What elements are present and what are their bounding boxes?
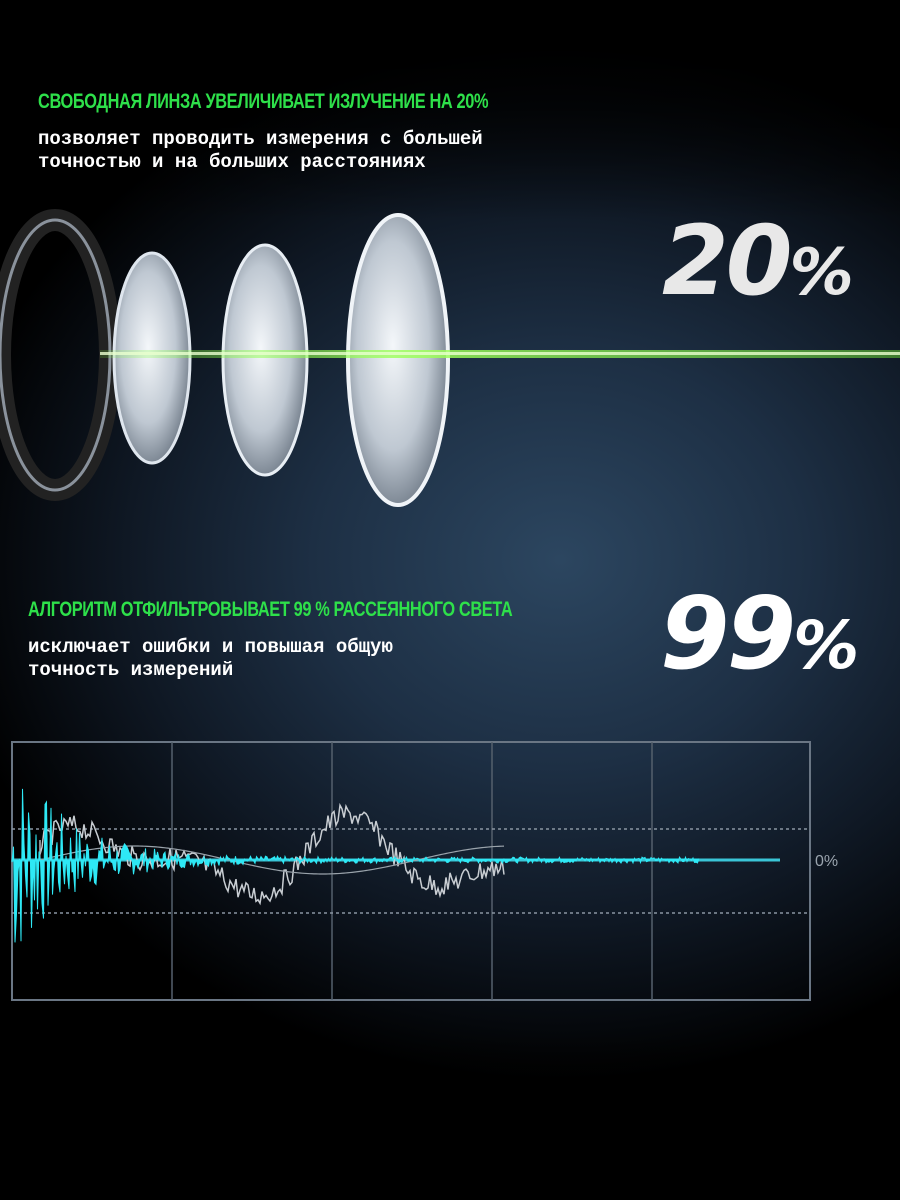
unit: % — [789, 236, 854, 310]
noise-signal — [39, 802, 505, 906]
section2-text: исключает ошибки и повышая общую точност… — [28, 636, 393, 681]
value: 20 — [662, 205, 793, 317]
zero-label: 0% — [815, 853, 838, 870]
top-shade — [0, 0, 900, 220]
lens-2 — [221, 243, 309, 477]
lens-3 — [346, 213, 450, 507]
section1-heading: СВОБОДНАЯ ЛИНЗА УВЕЛИЧИВАЕТ ИЗЛУЧЕНИЕ НА… — [38, 90, 489, 113]
value: 99 — [660, 575, 796, 692]
section2-heading: АЛГОРИТМ ОТФИЛЬТРОВЫВАЕТ 99 % РАССЕЯННОГ… — [28, 598, 513, 621]
unit: % — [793, 607, 859, 684]
section1-big-value: 20% — [662, 205, 854, 317]
bottom-shade — [0, 1030, 900, 1200]
section2-big-value: 99% — [660, 575, 859, 692]
graph-frame — [11, 741, 811, 1001]
section1-text: позволяет проводить измерения с большей … — [38, 128, 483, 173]
filtered-signal — [11, 788, 700, 943]
